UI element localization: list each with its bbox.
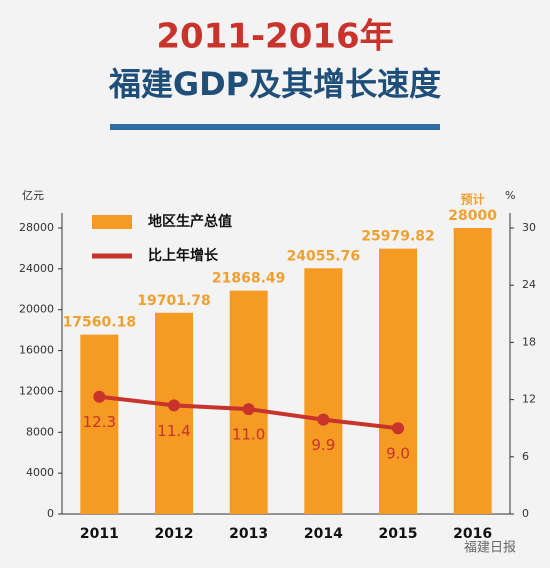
y2-tick-label: 0 <box>522 507 529 520</box>
x-tick-label: 2013 <box>229 526 268 542</box>
y2-axis-label: % <box>505 189 515 202</box>
y2-tick-label: 6 <box>522 450 529 463</box>
line-marker <box>242 403 255 416</box>
legend-label: 地区生产总值 <box>148 213 232 230</box>
x-tick-label: 2011 <box>80 526 119 542</box>
y-tick-label: 0 <box>47 507 54 520</box>
x-tick-label: 2012 <box>155 526 194 542</box>
y-tick-label: 28000 <box>19 221 54 234</box>
line-marker <box>168 399 180 412</box>
line-value-label: 9.0 <box>386 445 410 463</box>
bar-value-label: 28000 <box>448 208 497 224</box>
bar <box>229 290 268 514</box>
x-tick-label: 2016 <box>453 526 492 542</box>
bar <box>379 248 417 514</box>
line-marker <box>392 422 404 435</box>
line-value-label: 11.0 <box>232 426 265 444</box>
y2-tick-label: 18 <box>522 335 536 348</box>
bar-value-label: 24055.76 <box>287 248 361 264</box>
legend-label: 比上年增长 <box>148 247 219 264</box>
y-tick-label: 12000 <box>19 384 54 397</box>
x-tick-label: 2014 <box>304 526 343 542</box>
annotation: 预计 <box>461 192 485 207</box>
bar <box>453 228 492 514</box>
legend-swatch <box>92 215 132 229</box>
y-tick-label: 8000 <box>26 425 54 438</box>
y-tick-label: 4000 <box>26 466 54 479</box>
line-value-label: 11.4 <box>157 422 190 440</box>
bar-value-label: 19701.78 <box>137 293 211 309</box>
bar <box>155 312 193 514</box>
chart-title: 2011-2016年 <box>156 17 393 57</box>
bar-value-label: 25979.82 <box>361 229 435 245</box>
bar-value-label: 17560.18 <box>63 315 137 331</box>
y-tick-label: 16000 <box>19 344 54 357</box>
bar <box>80 334 119 514</box>
y-tick-label: 24000 <box>19 262 54 275</box>
title-rule <box>110 124 440 130</box>
x-tick-label: 2015 <box>379 526 418 542</box>
y2-tick-label: 24 <box>522 278 536 291</box>
bar-value-label: 21868.49 <box>212 271 286 287</box>
y-tick-label: 20000 <box>19 303 54 316</box>
line-value-label: 9.9 <box>311 436 335 454</box>
line-value-label: 12.3 <box>83 413 116 431</box>
y2-tick-label: 12 <box>522 393 536 406</box>
line-marker <box>317 413 330 426</box>
y2-tick-label: 30 <box>522 221 536 234</box>
chart-subtitle: 福建GDP及其增长速度 <box>108 65 441 103</box>
bar <box>304 268 343 514</box>
line-marker <box>93 390 106 403</box>
y-axis-label: 亿元 <box>22 189 44 202</box>
source: 福建日报 <box>464 541 516 556</box>
